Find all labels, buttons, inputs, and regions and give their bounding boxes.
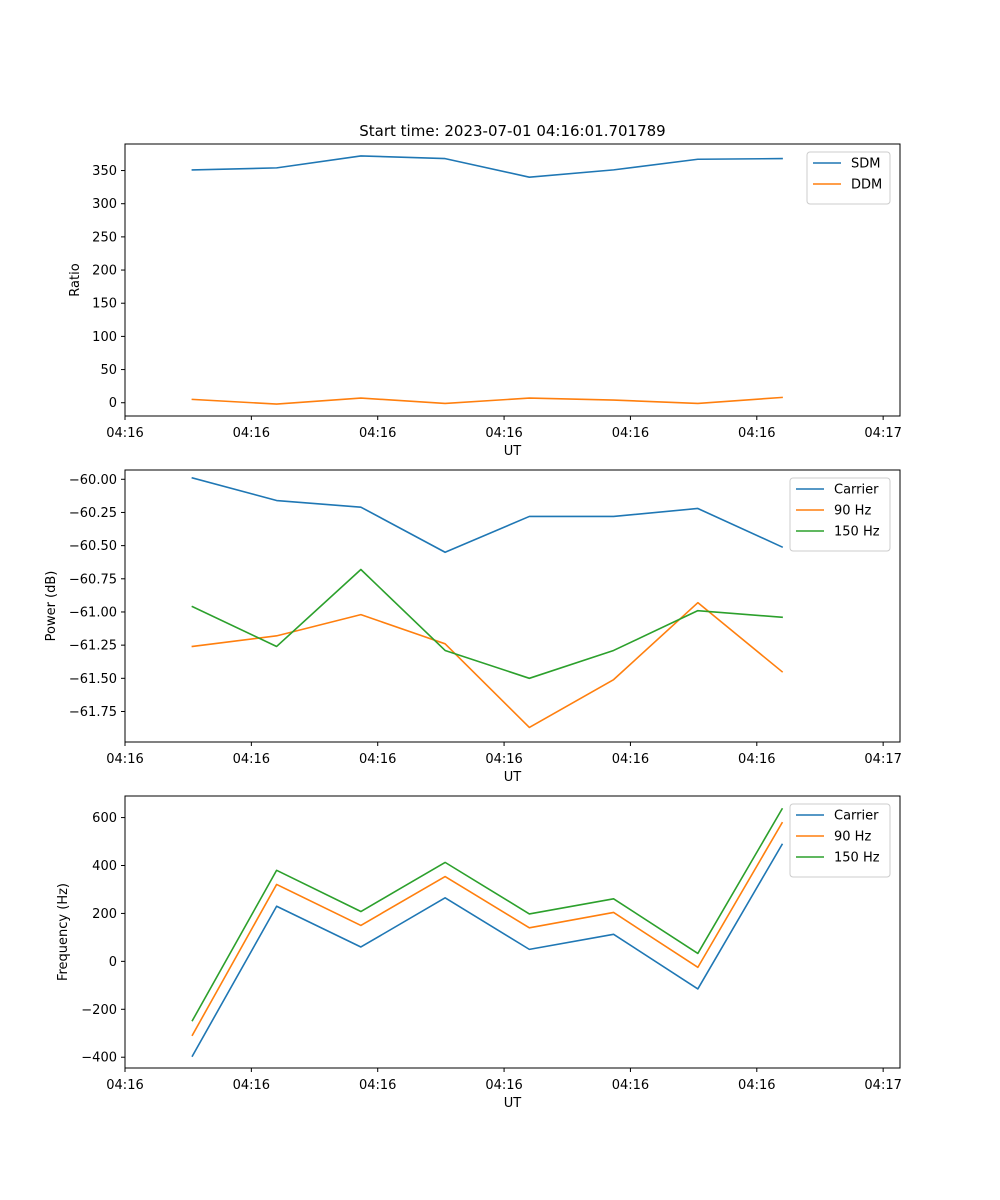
chart-3-y-tick-label: 200 [92, 907, 117, 922]
chart-3-series-150-hz-line [191, 807, 784, 1022]
chart-1-y-tick-label: 250 [92, 230, 117, 245]
chart-2-y-tick-label: −61.50 [69, 672, 117, 687]
chart-1-axes-frame [124, 143, 901, 417]
chart-2-y-tick-label: −60.00 [69, 473, 117, 488]
chart-3-legend-label-carrier: Carrier [834, 809, 879, 824]
chart-3-axes-frame [124, 795, 901, 1069]
chart-2-y-tick-label: −60.50 [69, 539, 117, 554]
chart-title: Start time: 2023-07-01 04:16:01.701789 [359, 122, 665, 140]
chart-1-series-sdm-line [191, 155, 783, 178]
chart-1-y-tick-label: 100 [92, 330, 117, 345]
chart-2-x-axis-label: UT [504, 770, 522, 785]
chart-3-legend-label-150-hz: 150 Hz [834, 851, 880, 866]
chart-3-x-tick-label: 04:17 [864, 1078, 901, 1093]
chart-2-legend: Carrier 90 Hz 150 Hz [789, 477, 891, 552]
chart-3-y-tick-label: 600 [92, 811, 117, 826]
chart-2-y-axis-label: Power (dB) [44, 571, 59, 642]
chart-1-legend-box [806, 151, 891, 205]
chart-2-x-tick-label: 04:16 [359, 752, 396, 767]
chart-3-x-tick-label: 04:16 [106, 1078, 143, 1093]
chart-1-x-tick-label: 04:17 [864, 426, 901, 441]
chart-3-legend-box [789, 803, 891, 878]
chart-2-x-tick-label: 04:16 [738, 752, 775, 767]
chart-2-legend-label-90-hz: 90 Hz [834, 504, 871, 519]
chart-1-x-tick-label: 04:16 [485, 426, 522, 441]
chart-2: 04:16 04:16 04:16 04:16 04:16 04:16 04:17 −60.0… [44, 469, 902, 785]
chart-2-axes-frame [124, 469, 901, 743]
chart-1-y-tick-label: 200 [92, 264, 117, 279]
chart-1-x-tick-label: 04:16 [106, 426, 143, 441]
chart-2-y-tick-label: −61.25 [69, 639, 117, 654]
chart-2-series-carrier-line [191, 476, 784, 554]
chart-2-legend-box [789, 477, 891, 552]
chart-1-legend-label-ddm: DDM [851, 178, 882, 193]
chart-2-x-tick-label: 04:17 [864, 752, 901, 767]
chart-1-y-tick-label: 150 [92, 297, 117, 312]
chart-1-legend: SDM DDM [806, 151, 891, 205]
chart-2-legend-label-150-hz: 150 Hz [834, 525, 880, 540]
chart-3-x-tick-label: 04:16 [738, 1078, 775, 1093]
chart-1-legend-label-sdm: SDM [851, 157, 880, 172]
chart-3-series-carrier-line [191, 843, 784, 1058]
chart-3-x-tick-label: 04:16 [485, 1078, 522, 1093]
chart-2-x-tick-label: 04:16 [612, 752, 649, 767]
chart-2-x-tick-label: 04:16 [233, 752, 270, 767]
chart-3-y-tick-label: 400 [92, 859, 117, 874]
chart-1: 04:16 04:16 04:16 04:16 04:16 04:16 04:17 0 50 10… [68, 143, 902, 459]
chart-2-series-90-hz-line [191, 601, 784, 729]
chart-2-x-tick-label: 04:16 [485, 752, 522, 767]
chart-1-y-tick-label: 50 [100, 363, 117, 378]
chart-2-y-tick-label: −61.75 [69, 705, 117, 720]
chart-2-y-tick-label: −60.25 [69, 506, 117, 521]
chart-3-x-tick-label: 04:16 [612, 1078, 649, 1093]
chart-1-y-tick-label: 300 [92, 197, 117, 212]
chart-3-legend: Carrier 90 Hz 150 Hz [789, 803, 891, 878]
chart-3-x-axis-label: UT [504, 1096, 522, 1111]
chart-1-series-group [191, 155, 783, 405]
chart-2-series-group [191, 476, 784, 729]
chart-2-y-tick-label: −60.75 [69, 572, 117, 587]
chart-2-legend-label-carrier: Carrier [834, 483, 879, 498]
chart-3-legend-label-90-hz: 90 Hz [834, 830, 871, 845]
chart-1-x-tick-label: 04:16 [738, 426, 775, 441]
chart-1-x-tick-label: 04:16 [612, 426, 649, 441]
chart-3-x-tick-label: 04:16 [233, 1078, 270, 1093]
chart-3-series-90-hz-line [191, 821, 784, 1037]
chart-3-y-tick-label: 0 [109, 955, 117, 970]
chart-3: 04:16 04:16 04:16 04:16 04:16 04:16 04:17 −400 −… [56, 795, 902, 1111]
chart-2-y-tick-label: −61.00 [69, 605, 117, 620]
chart-2-series-150-hz-line [191, 568, 783, 680]
chart-3-y-tick-label: −200 [81, 1003, 117, 1018]
chart-1-x-tick-label: 04:16 [233, 426, 270, 441]
chart-3-y-tick-label: −400 [81, 1051, 117, 1066]
chart-1-x-axis-label: UT [504, 444, 522, 459]
chart-3-y-axis-label: Frequency (Hz) [56, 883, 71, 981]
chart-1-y-tick-label: 0 [109, 396, 117, 411]
chart-1-x-tick-label: 04:16 [359, 426, 396, 441]
chart-1-y-tick-label: 350 [92, 164, 117, 179]
chart-3-x-tick-label: 04:16 [359, 1078, 396, 1093]
chart-1-series-ddm-line [191, 396, 783, 405]
chart-2-x-tick-label: 04:16 [106, 752, 143, 767]
chart-3-series-group [191, 807, 784, 1058]
chart-1-y-axis-label: Ratio [68, 263, 83, 296]
